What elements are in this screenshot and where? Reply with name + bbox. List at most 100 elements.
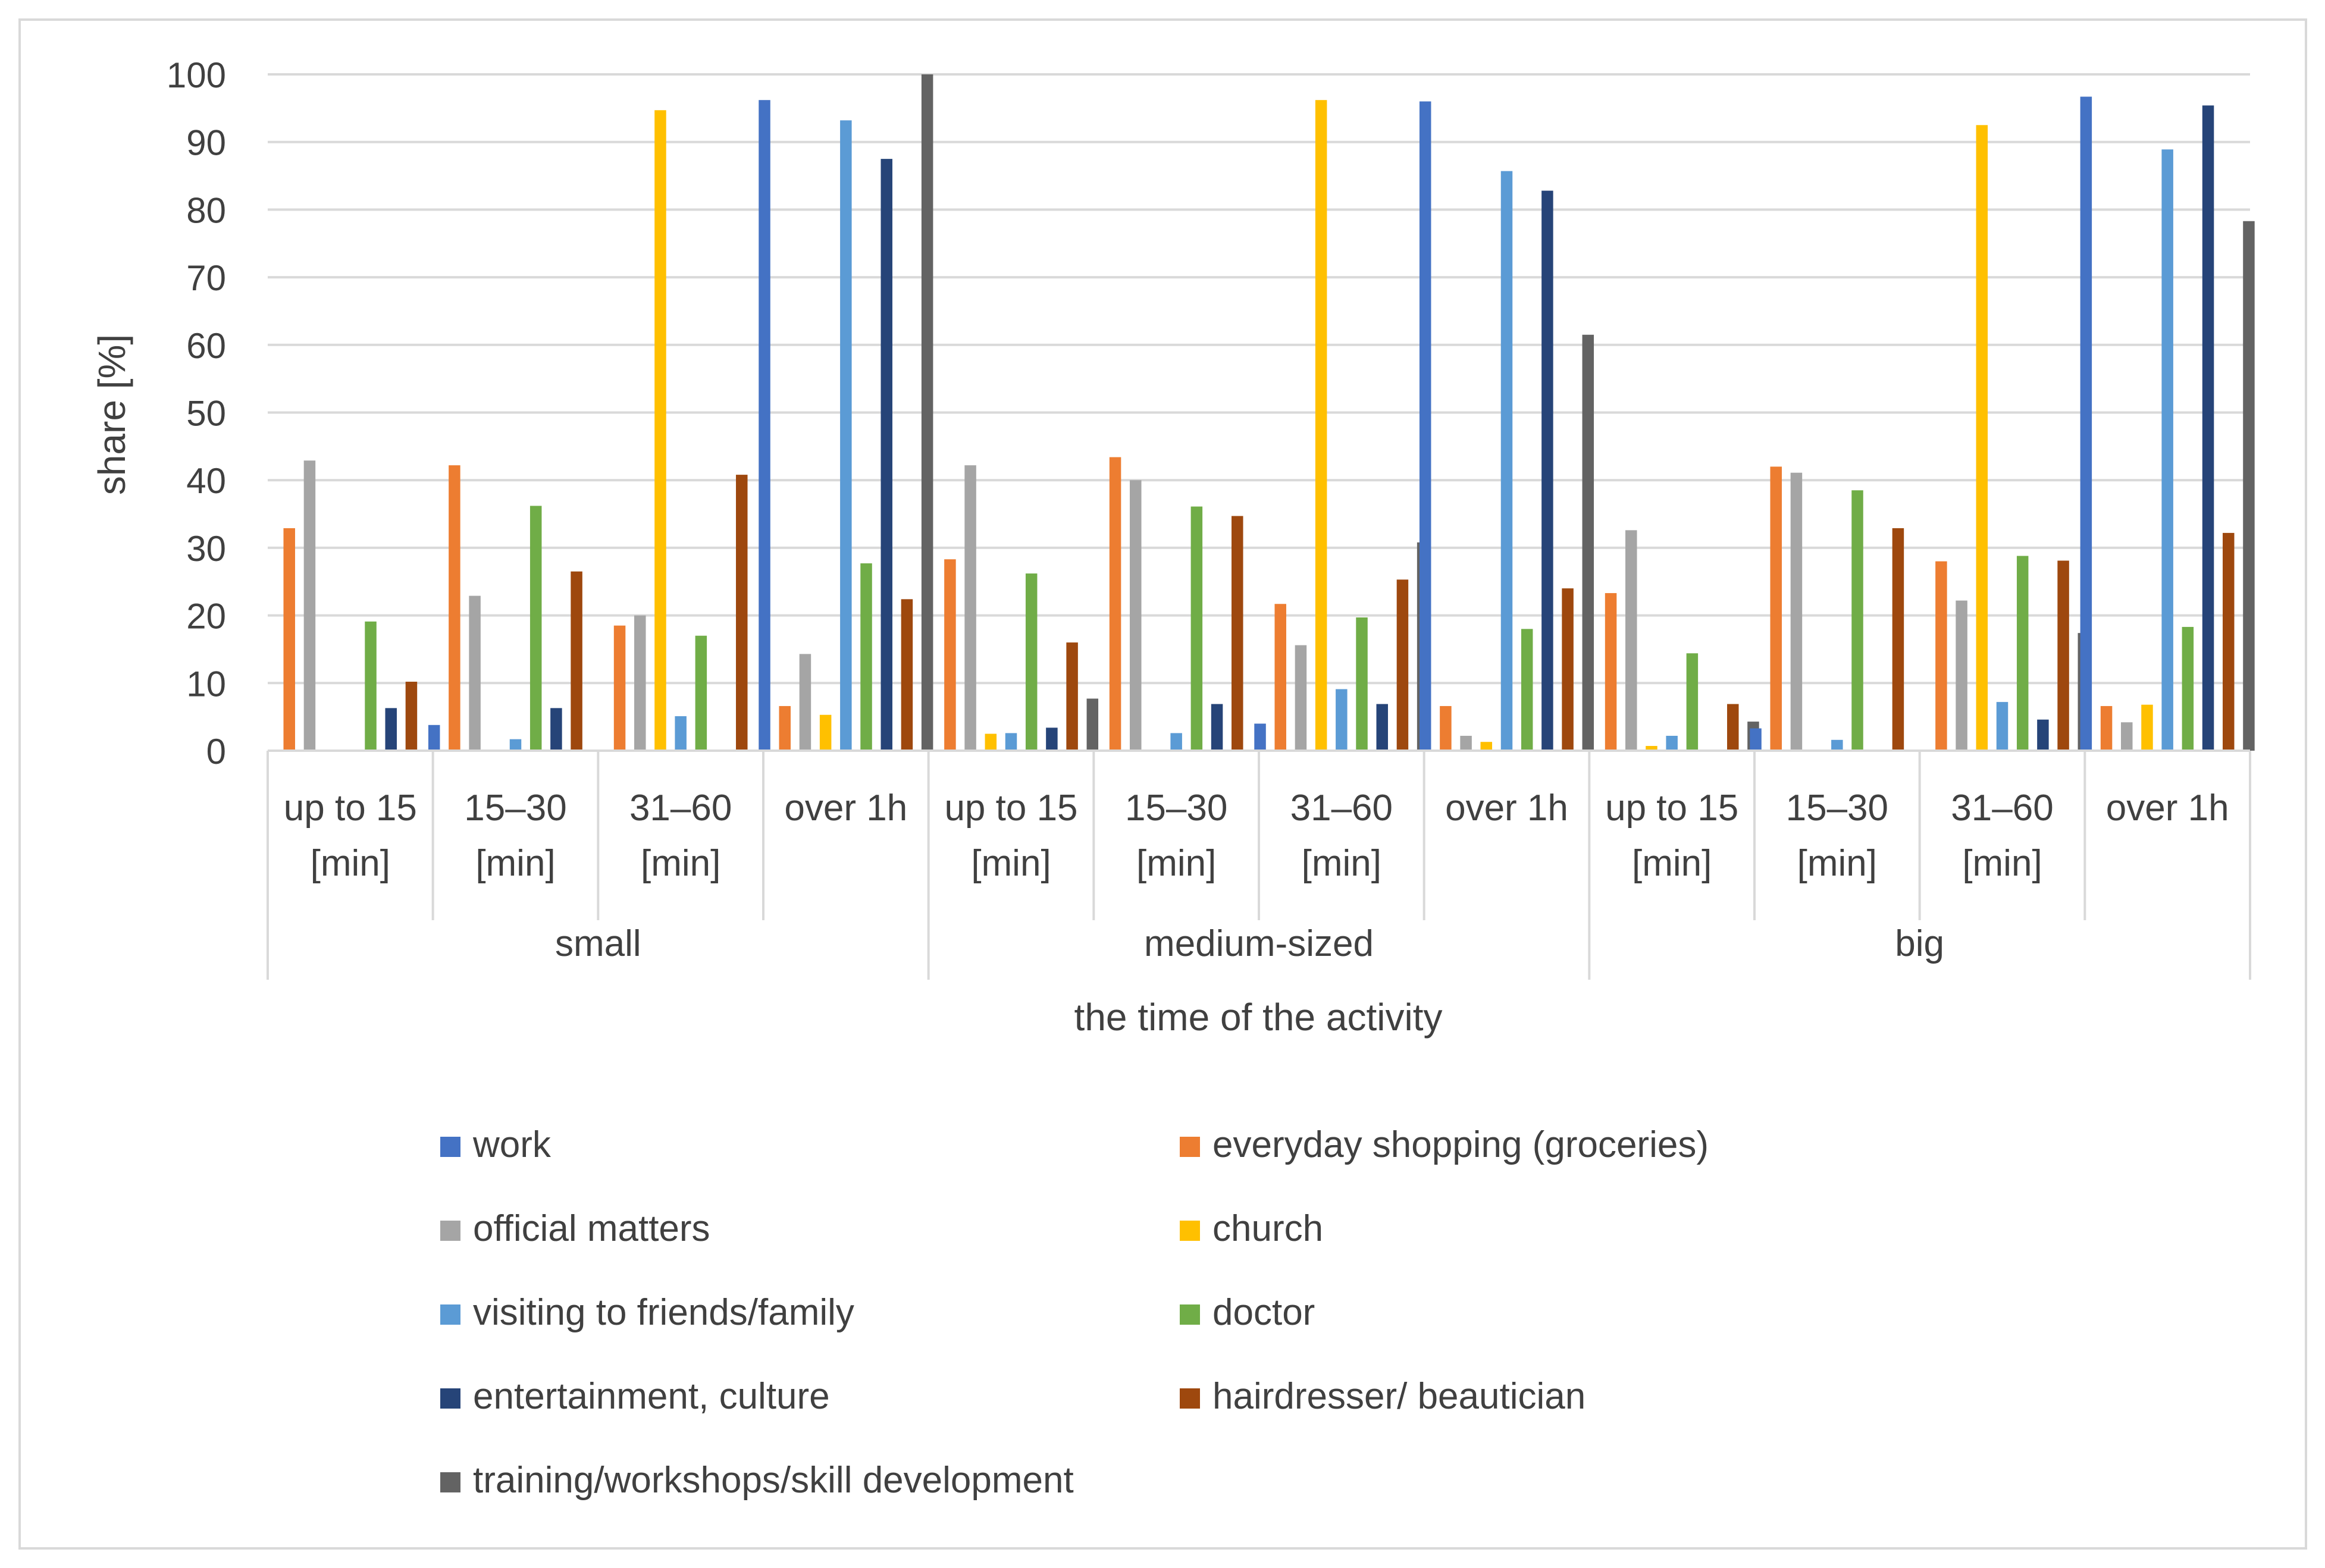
bar [944, 559, 956, 751]
bar [860, 563, 872, 751]
bars [283, 74, 2255, 751]
bar [2161, 149, 2173, 751]
legend: work everyday shopping (groceries) officia… [440, 1124, 1709, 1501]
bar [385, 708, 397, 751]
legend-swatch [1180, 1304, 1200, 1325]
bar [1770, 466, 1782, 751]
legend-item: training/workshops/skill development [440, 1460, 1074, 1501]
bar [779, 705, 791, 751]
x-group-label: medium-sized [1144, 923, 1374, 964]
bar [2202, 105, 2214, 751]
y-tick-label: 10 [186, 664, 226, 704]
legend-label: training/workshops/skill development [473, 1460, 1074, 1501]
legend-swatch [1180, 1137, 1200, 1157]
bar [759, 100, 770, 751]
bar [1935, 561, 1947, 751]
x-tick-label: over 1h [1445, 788, 1568, 829]
bar [2121, 722, 2133, 751]
legend-item: church [1180, 1208, 1323, 1249]
bar [1254, 723, 1266, 751]
chart-border [18, 18, 2307, 1550]
legend-label: church [1212, 1208, 1323, 1249]
bar [283, 528, 295, 751]
legend-swatch [440, 1472, 460, 1492]
bar [1976, 125, 1988, 751]
bar [1605, 593, 1617, 751]
bar [469, 595, 481, 751]
legend-label: everyday shopping (groceries) [1212, 1124, 1709, 1165]
bar [1956, 600, 1967, 751]
bar [1521, 629, 1533, 751]
x-axis-label: the time of the activity [1074, 996, 1443, 1039]
bar [303, 460, 316, 751]
x-tick-label: 15–30 [1125, 788, 1227, 829]
y-tick-label: 60 [186, 326, 226, 366]
bar [1025, 573, 1038, 751]
bar [1750, 728, 1762, 751]
legend-label: visiting to friends/family [473, 1292, 854, 1333]
bar [654, 110, 666, 751]
x-tick-label: [min] [641, 843, 720, 884]
bar [901, 599, 913, 751]
y-tick-label: 30 [186, 529, 226, 569]
bar [1686, 653, 1699, 751]
x-tick-label: [min] [475, 843, 555, 884]
bar [613, 625, 626, 751]
bar [571, 571, 582, 751]
bar [1440, 705, 1452, 751]
bar [2223, 532, 2235, 751]
legend-swatch [1180, 1388, 1200, 1409]
y-tick-label: 90 [186, 123, 226, 163]
y-tick-label: 80 [186, 190, 226, 230]
y-tick-label: 70 [186, 258, 226, 298]
bar [1419, 101, 1431, 751]
bar [428, 725, 440, 751]
bar [1130, 480, 1142, 751]
x-tick-label: over 1h [784, 788, 907, 829]
bar [840, 120, 852, 751]
bar [1211, 704, 1223, 751]
x-axis: up to 15 [min] 15–30 [min] 31–60 [min] over 1h… [267, 749, 2251, 980]
y-tick-label: 20 [186, 597, 226, 636]
bar [1005, 733, 1017, 751]
bar [1274, 604, 1286, 751]
legend-swatch [1180, 1221, 1200, 1241]
bar [1562, 588, 1574, 751]
y-tick-label: 0 [206, 732, 226, 772]
bar [634, 615, 646, 751]
x-tick-label: [min] [311, 843, 390, 884]
x-tick-label: [min] [1136, 843, 1216, 884]
bar [819, 714, 832, 751]
bar [985, 733, 997, 751]
bar [1831, 739, 1843, 751]
bar [799, 654, 811, 751]
bar [1086, 698, 1099, 751]
bar [1996, 702, 2008, 751]
bar [695, 635, 707, 751]
x-tick-label: [min] [1632, 843, 1712, 884]
x-tick-label: up to 15 [944, 788, 1077, 829]
y-tick-label: 40 [186, 461, 226, 501]
x-tick-label: 31–60 [1290, 788, 1393, 829]
legend-item: official matters [440, 1208, 710, 1249]
legend-swatch [440, 1137, 460, 1157]
y-axis-tick-labels: 0 10 20 30 40 50 60 70 80 90 100 [167, 55, 226, 772]
bar [964, 465, 976, 751]
bar [1500, 171, 1513, 751]
x-tick-label: [min] [1962, 843, 2042, 884]
legend-swatch [440, 1221, 460, 1241]
legend-label: official matters [473, 1208, 710, 1249]
bar [921, 74, 933, 751]
x-tick-label: up to 15 [284, 788, 417, 829]
bar [1460, 735, 1472, 751]
x-tick-label: [min] [1302, 843, 1381, 884]
bar [1727, 704, 1739, 751]
bar [1295, 645, 1307, 751]
bar [1851, 490, 1863, 751]
bar [405, 682, 418, 751]
bar [1376, 704, 1388, 751]
y-tick-label: 100 [167, 55, 226, 95]
bar [1625, 530, 1637, 751]
bar [1315, 100, 1327, 751]
